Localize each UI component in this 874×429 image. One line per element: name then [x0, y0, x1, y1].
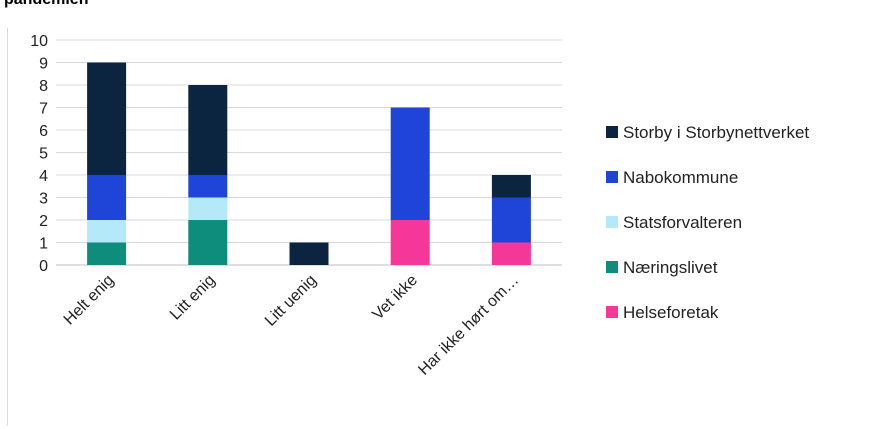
y-tick-label: 3 — [39, 191, 48, 208]
bar-segment — [491, 197, 531, 243]
bar-segment — [188, 85, 228, 175]
bar-segment — [87, 242, 127, 265]
y-tick-label: 9 — [39, 56, 48, 73]
chart-frame-border — [7, 28, 8, 426]
bar-segment — [390, 220, 430, 265]
y-tick-label: 2 — [39, 213, 48, 230]
legend-swatch — [606, 261, 618, 273]
y-axis: 0 1 2 3 4 5 6 7 8 9 10 — [30, 33, 48, 275]
legend-swatch — [606, 306, 618, 318]
y-tick-label: 0 — [39, 258, 48, 275]
gridlines — [56, 39, 562, 266]
bar-segment — [289, 242, 329, 265]
legend-swatch — [606, 216, 618, 228]
bar-segment — [188, 220, 228, 265]
y-tick-label: 10 — [30, 33, 48, 50]
legend-label: Næringslivet — [623, 258, 718, 277]
y-tick-label: 7 — [39, 101, 48, 118]
y-tick-label: 4 — [39, 168, 48, 185]
legend-label: Nabokommune — [623, 168, 738, 187]
bar-segment — [491, 242, 531, 265]
x-axis: Helt enig Litt enig Litt uenig Vet ikkeHar … — [61, 272, 522, 379]
legend-swatch — [606, 171, 618, 183]
bar-segment — [188, 197, 228, 220]
y-tick-label: 5 — [39, 146, 48, 163]
legend-swatch — [606, 126, 618, 138]
bar-segment — [87, 62, 127, 175]
bar-segment — [188, 175, 228, 198]
x-category-label: Litt uenig — [262, 272, 320, 330]
x-category-label: Vet ikke — [369, 272, 421, 324]
bar-segment — [491, 175, 531, 198]
y-tick-label: 8 — [39, 78, 48, 95]
x-category-label: Helt enig — [61, 272, 118, 329]
bar-segment — [390, 107, 430, 220]
legend-label: Helseforetak — [623, 303, 719, 322]
chart-title: pandemien — [4, 0, 88, 9]
legend-label: Storby i Storbynettverket — [623, 123, 809, 142]
legend-label: Statsforvalteren — [623, 213, 742, 232]
x-category-label: Litt enig — [167, 272, 219, 324]
bar-segment — [87, 175, 127, 220]
x-category-label: Har ikke hørt om… — [415, 272, 522, 379]
bars — [87, 62, 531, 265]
y-tick-label: 6 — [39, 123, 48, 140]
bar-segment — [87, 220, 127, 243]
legend: Storby i Storbynettverket Nabokommune Stat… — [606, 123, 809, 322]
y-tick-label: 1 — [39, 236, 48, 253]
